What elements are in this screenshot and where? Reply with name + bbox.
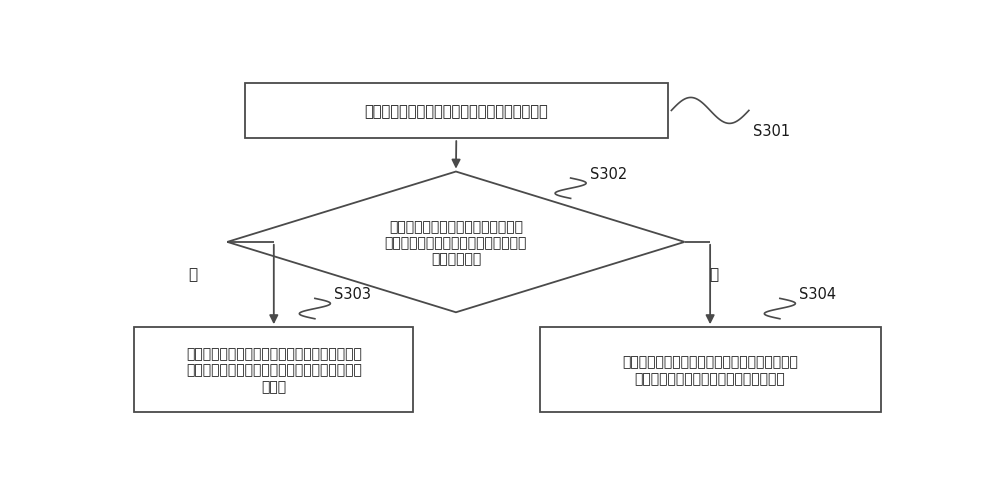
- Text: S302: S302: [590, 167, 627, 181]
- Text: 判断第一通信模块的状态和第二通信模块的状态: 判断第一通信模块的状态和第二通信模块的状态: [364, 104, 548, 119]
- FancyBboxPatch shape: [245, 84, 668, 139]
- Text: 向第二通信模块发送第四指示信息，该第四指示
信息用于指示第二通信模块可以进行通信: 向第二通信模块发送第四指示信息，该第四指示 信息用于指示第二通信模块可以进行通信: [622, 355, 798, 385]
- Text: 当确定第二通信模块的状态为待通信
状态时，则判断第一通信模块的状态是
否为通信状态: 当确定第二通信模块的状态为待通信 状态时，则判断第一通信模块的状态是 否为通信状…: [385, 219, 527, 265]
- FancyBboxPatch shape: [540, 327, 881, 412]
- Text: 向第二通信模块发送第三指示信息，该第三指示
信息用于指示第二通信模块等待第一通信模块通
信结束: 向第二通信模块发送第三指示信息，该第三指示 信息用于指示第二通信模块等待第一通信…: [186, 347, 362, 393]
- Polygon shape: [227, 172, 685, 312]
- Text: 是: 是: [189, 266, 198, 281]
- Text: S301: S301: [753, 124, 790, 139]
- Text: S303: S303: [334, 287, 371, 301]
- FancyBboxPatch shape: [134, 327, 413, 412]
- Text: 否: 否: [709, 266, 719, 281]
- Text: S304: S304: [799, 287, 836, 301]
